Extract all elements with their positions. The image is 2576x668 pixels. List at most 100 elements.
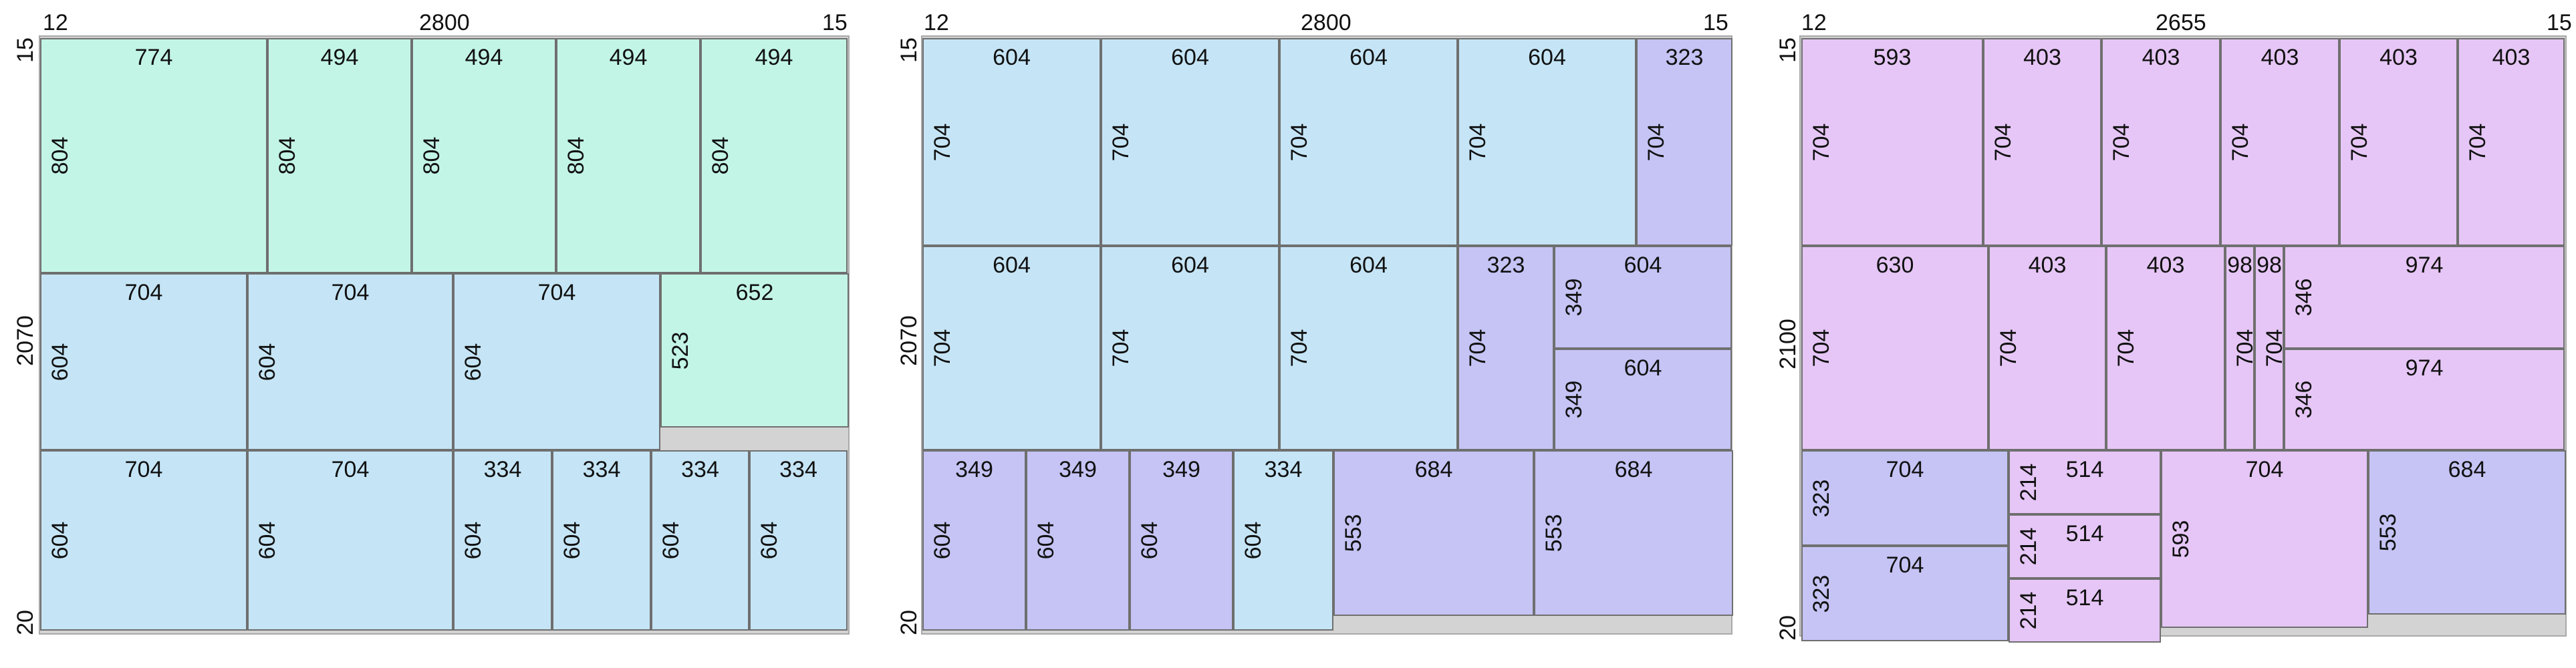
piece-width-label: 349 — [955, 457, 993, 482]
cut-piece: 334 604 — [651, 450, 749, 631]
offset-right-label: 15 — [822, 10, 848, 35]
piece-width-label: 704 — [2245, 457, 2284, 482]
offset-bottom-label: 20 — [13, 610, 38, 635]
piece-width-label: 494 — [609, 45, 648, 70]
piece-height-label: 704 — [2228, 123, 2253, 161]
piece-height-label: 804 — [708, 136, 733, 175]
cut-piece: 494 804 — [556, 38, 700, 273]
piece-width-label: 514 — [2065, 457, 2104, 482]
piece-width-label: 403 — [2028, 253, 2067, 278]
piece-height-label: 704 — [1108, 123, 1134, 161]
piece-height-label: 349 — [1561, 380, 1587, 419]
piece-width-label: 403 — [2379, 45, 2418, 70]
piece-width-label: 334 — [1264, 457, 1303, 482]
cut-piece: 403 704 — [2101, 38, 2220, 246]
piece-height-label: 704 — [930, 329, 955, 367]
piece-width-label: 604 — [1528, 45, 1566, 70]
cut-piece: 704 604 — [453, 273, 660, 450]
piece-width-label: 323 — [1665, 45, 1704, 70]
piece-height-label: 704 — [1809, 123, 1834, 161]
cut-piece: 403 704 — [2458, 38, 2565, 246]
piece-height-label: 804 — [419, 136, 444, 175]
cut-piece: 349 604 — [922, 450, 1026, 631]
piece-height-label: 323 — [1809, 574, 1834, 613]
cut-piece: 323 704 — [1458, 246, 1554, 450]
cut-piece: 349 604 — [1130, 450, 1233, 631]
cut-piece: 652 523 — [660, 273, 849, 428]
cut-piece: 704 604 — [40, 273, 247, 450]
piece-height-label: 523 — [668, 331, 693, 369]
piece-height-label: 704 — [1465, 329, 1491, 367]
cut-piece: 403 704 — [2339, 38, 2458, 246]
piece-height-label: 704 — [2113, 329, 2139, 367]
sheet-height-label: 2100 — [1775, 319, 1801, 369]
piece-height-label: 553 — [1341, 514, 1366, 552]
offset-left-label: 12 — [43, 10, 68, 35]
piece-height-label: 704 — [2465, 123, 2490, 161]
cut-piece: 704 604 — [247, 450, 453, 631]
piece-height-label: 553 — [2375, 513, 2401, 552]
cutting-layout-2: 12 2800 15 15 2070 20 604 704 604 704 604 704… — [882, 0, 1738, 668]
piece-width-label: 334 — [582, 457, 621, 482]
cut-piece: 684 553 — [1534, 450, 1733, 616]
cut-piece: 704 604 — [40, 450, 247, 631]
piece-height-label: 704 — [1996, 329, 2021, 367]
piece-height-label: 704 — [2109, 123, 2134, 161]
cut-piece: 704 323 — [1801, 546, 2009, 641]
piece-width-label: 403 — [2023, 45, 2061, 70]
piece-width-label: 514 — [2065, 585, 2104, 611]
piece-height-label: 346 — [2291, 278, 2317, 317]
piece-height-label: 704 — [2262, 329, 2287, 367]
cut-piece: 349 604 — [1026, 450, 1130, 631]
cut-piece: 494 804 — [412, 38, 556, 273]
piece-height-label: 604 — [559, 521, 585, 560]
cut-piece: 334 604 — [749, 450, 848, 631]
piece-height-label: 593 — [2168, 520, 2194, 558]
cut-piece: 604 704 — [1458, 38, 1636, 246]
piece-height-label: 346 — [2291, 380, 2317, 419]
cut-piece: 514 214 — [2009, 578, 2161, 643]
sheet-width-label: 2655 — [2156, 10, 2206, 35]
piece-width-label: 323 — [1487, 253, 1525, 278]
piece-height-label: 553 — [1541, 514, 1567, 552]
piece-height-label: 604 — [47, 343, 73, 381]
piece-height-label: 804 — [563, 136, 589, 175]
piece-height-label: 604 — [255, 343, 280, 381]
piece-width-label: 704 — [1886, 457, 1924, 482]
piece-height-label: 704 — [2347, 123, 2372, 161]
piece-height-label: 704 — [1990, 123, 2016, 161]
piece-height-label: 349 — [1561, 278, 1587, 317]
cut-piece: 98 704 — [2255, 246, 2287, 450]
offset-left-label: 12 — [1801, 10, 1827, 35]
piece-width-label: 403 — [2492, 45, 2531, 70]
piece-width-label: 494 — [320, 45, 359, 70]
piece-width-label: 704 — [331, 457, 370, 482]
piece-width-label: 494 — [465, 45, 503, 70]
piece-width-label: 604 — [1171, 253, 1209, 278]
piece-height-label: 704 — [1809, 329, 1834, 367]
offset-top-label: 15 — [1775, 37, 1801, 63]
piece-width-label: 403 — [2142, 45, 2180, 70]
piece-height-label: 604 — [255, 521, 280, 560]
offset-top-label: 15 — [896, 37, 922, 63]
piece-width-label: 684 — [1414, 457, 1453, 482]
piece-width-label: 98 — [2257, 253, 2282, 278]
piece-width-label: 604 — [1171, 45, 1209, 70]
piece-width-label: 604 — [993, 45, 1031, 70]
cut-piece: 604 704 — [1101, 246, 1279, 450]
cut-piece: 604 704 — [922, 38, 1101, 246]
cut-piece: 774 804 — [40, 38, 267, 273]
cut-piece: 323 704 — [1636, 38, 1732, 246]
piece-width-label: 494 — [755, 45, 793, 70]
sheet-width-label: 2800 — [1301, 10, 1351, 35]
piece-width-label: 774 — [134, 45, 173, 70]
cutting-layout-3: 12 2655 15 15 2100 20 593 704 403 704 403 704… — [1765, 0, 2576, 668]
cut-piece: 974 346 — [2284, 349, 2565, 450]
piece-width-label: 334 — [779, 457, 817, 482]
piece-width-label: 349 — [1162, 457, 1200, 482]
piece-width-label: 704 — [537, 280, 576, 305]
piece-height-label: 214 — [2016, 463, 2041, 502]
piece-width-label: 704 — [124, 457, 163, 482]
cut-piece: 593 704 — [1801, 38, 1983, 246]
piece-height-label: 604 — [1033, 521, 1059, 560]
